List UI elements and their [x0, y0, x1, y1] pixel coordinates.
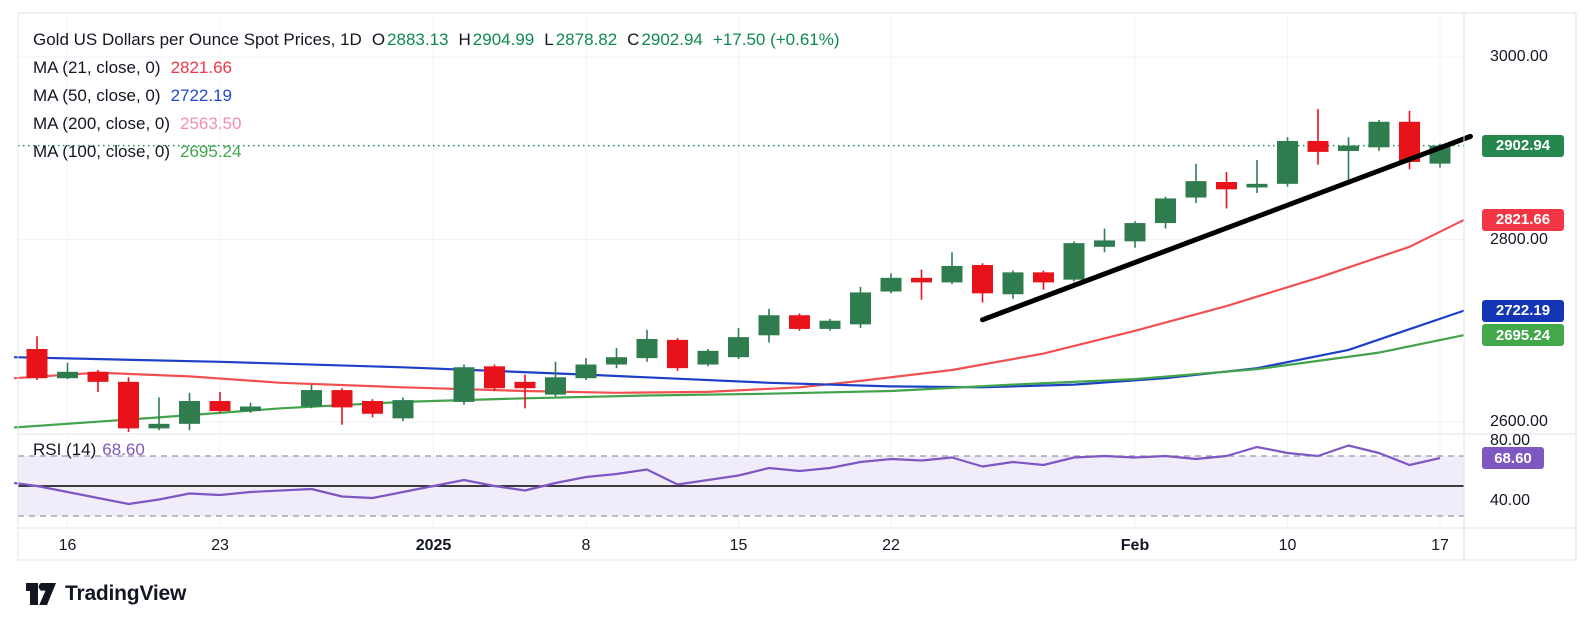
rsi-line [13, 444, 1441, 506]
ma-50-row[interactable]: MA (50, close, 0) 2722.19 [33, 86, 840, 106]
rsi-tick-label: 40.00 [1490, 492, 1531, 509]
change-value: +17.50 (+0.61%) [712, 30, 840, 49]
ma-21-label: MA (21, close, 0) [33, 58, 161, 77]
candle-down [87, 371, 109, 382]
candle-down [667, 339, 688, 369]
tradingview-attribution[interactable]: TradingView [26, 582, 186, 606]
rsi-label: RSI (14) [33, 440, 97, 459]
ohlc-high: H 2904.99 [458, 30, 535, 49]
candle-up [606, 357, 627, 365]
candle-down [911, 277, 932, 283]
candle-up [941, 265, 963, 283]
candle-up [179, 401, 200, 424]
candle-up [575, 364, 597, 379]
ma-200-label: MA (200, close, 0) [33, 114, 171, 133]
candle-up [1185, 181, 1207, 198]
symbol-row[interactable]: Gold US Dollars per Ounce Spot Prices, 1… [33, 30, 840, 50]
time-tick-label: Feb [1120, 537, 1150, 554]
candle-down [1033, 272, 1054, 283]
ma-50-value: 2722.19 [170, 86, 233, 105]
trendline [980, 133, 1473, 323]
candle-down [1399, 121, 1420, 162]
candle-up [819, 320, 841, 329]
candle-up [148, 423, 170, 429]
ma-line-ma21 [14, 218, 1465, 394]
time-tick-label: 22 [882, 537, 900, 554]
tradingview-logo-icon [26, 583, 56, 605]
symbol-title: Gold US Dollars per Ounce Spot Prices, 1… [33, 30, 362, 49]
candle-up [850, 292, 871, 325]
candle-down [118, 381, 139, 429]
candle-up [1002, 272, 1024, 295]
time-tick-label: 16 [58, 537, 77, 554]
chart-legend: Gold US Dollars per Ounce Spot Prices, 1… [33, 30, 840, 170]
rsi-legend[interactable]: RSI (14) 68.60 [33, 440, 145, 460]
time-tick-label: 2025 [415, 537, 452, 554]
ohlc-open: O 2883.13 [371, 30, 449, 49]
ma-200-row[interactable]: MA (200, close, 0) 2563.50 [33, 114, 840, 134]
price-badge-2695-24: 2695.24 [1482, 324, 1564, 347]
tradingview-logo-text: TradingView [65, 582, 187, 605]
candle-up [301, 390, 322, 407]
time-tick-label: 23 [211, 537, 229, 554]
candle-up [1338, 145, 1359, 151]
candle-up [728, 337, 749, 358]
candle-up [57, 371, 78, 379]
time-tick-label: 15 [729, 537, 748, 554]
candle-down [209, 401, 231, 412]
candle-down [331, 390, 353, 408]
ma-21-value: 2821.66 [170, 58, 233, 77]
ma-200-value: 2563.50 [180, 114, 242, 133]
time-tick-label: 17 [1431, 537, 1449, 554]
ma-100-value: 2695.24 [180, 142, 242, 161]
ma-line-ma100 [14, 334, 1465, 429]
rsi-value: 68.60 [102, 440, 145, 459]
price-tick-label: 2800.00 [1490, 230, 1548, 248]
candle-up [697, 350, 719, 365]
price-badge-2722-19: 2722.19 [1482, 299, 1564, 322]
candle-down [1216, 182, 1237, 190]
candle-down [514, 381, 536, 389]
ma-50-label: MA (50, close, 0) [33, 86, 161, 105]
ma-100-row[interactable]: MA (100, close, 0) 2695.24 [33, 142, 840, 162]
candle-up [880, 277, 902, 292]
candle-up [392, 400, 414, 419]
price-badge-2902-94: 2902.94 [1482, 134, 1564, 157]
ohlc-low: L 2878.82 [544, 30, 618, 49]
candle-down [972, 265, 993, 294]
candle-down [484, 366, 505, 389]
time-tick-label: 10 [1278, 537, 1297, 554]
price-tick-label: 2600.00 [1490, 413, 1548, 430]
price-badge-68-60: 68.60 [1482, 447, 1544, 470]
time-tick-label: 8 [581, 537, 591, 554]
candle-up [545, 377, 566, 395]
candle-up [453, 367, 475, 402]
candle-up [1277, 140, 1298, 184]
candle-up [240, 406, 261, 412]
candle-up [1124, 223, 1146, 242]
candle-down [789, 315, 810, 329]
candle-up [758, 315, 780, 336]
candle-down [362, 401, 383, 414]
price-tick-label: 3000.00 [1490, 48, 1548, 65]
candle-down [26, 349, 48, 379]
candle-up [1246, 183, 1268, 188]
ohlc-close: C 2902.94 [627, 30, 703, 49]
candle-up [1368, 121, 1390, 148]
price-badge-2821-66: 2821.66 [1482, 208, 1564, 231]
candle-up [1063, 243, 1085, 280]
ma-100-label: MA (100, close, 0) [33, 142, 171, 161]
candle-down [1307, 140, 1329, 152]
ma-line-ma50 [14, 309, 1465, 389]
rsi-tick-label: 80.00 [1490, 432, 1531, 449]
candle-up [1094, 240, 1115, 247]
candle-up [1155, 198, 1176, 224]
ma-21-row[interactable]: MA (21, close, 0) 2821.66 [33, 58, 840, 78]
candle-up [636, 338, 658, 359]
